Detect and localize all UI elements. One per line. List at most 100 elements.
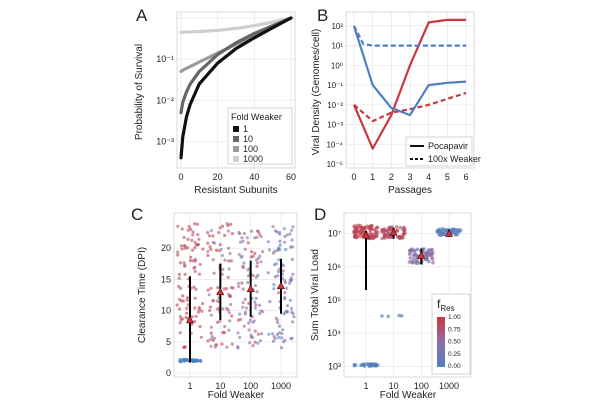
panel-c-point xyxy=(183,263,187,267)
panel-c-point xyxy=(277,324,282,328)
panel-c-point xyxy=(277,258,281,262)
panel-d-point xyxy=(422,251,427,255)
panel-c-point xyxy=(272,335,276,339)
panel-c-point xyxy=(222,331,227,335)
panel-b-x-label: Passages xyxy=(388,185,432,196)
panel-d-point xyxy=(372,227,377,232)
panel-b-series-line-3 xyxy=(353,25,466,47)
panel-c-point xyxy=(194,358,199,362)
panel-c-point xyxy=(186,228,190,232)
panel-a-x-tick-label: 20 xyxy=(213,172,223,182)
panel-c-point xyxy=(186,237,190,241)
panel-c-point xyxy=(248,318,252,322)
panel-c-point xyxy=(276,274,280,278)
panel-c-point xyxy=(198,324,202,329)
panel-d-point xyxy=(408,256,413,260)
colorbar-tick-label: 0.25 xyxy=(448,351,461,358)
panel-c-point xyxy=(209,247,213,252)
panel-c-point xyxy=(191,230,195,234)
panel-d-point xyxy=(407,252,412,256)
panel-c-point xyxy=(288,232,292,236)
panel-c-y-ticks: 0 5 10 15 20 xyxy=(161,243,171,378)
panel-d-point xyxy=(373,231,378,235)
panel-d-point xyxy=(359,230,363,235)
panel-d-point xyxy=(359,363,363,368)
panel-c-point xyxy=(283,234,287,239)
panel-c-point xyxy=(206,288,210,292)
panel-c-point xyxy=(208,245,212,249)
panel-b-y-tick-label: 10⁰ xyxy=(331,61,343,70)
panel-c-point xyxy=(253,306,257,310)
panel-c-point xyxy=(266,271,270,275)
panel-a-legend-label: 100 xyxy=(243,144,258,154)
panel-c-point xyxy=(275,318,279,322)
panel-a-legend-title: Fold Weaker xyxy=(231,112,282,122)
panel-c-point xyxy=(238,232,242,236)
legend-pocapavir: Pocapavir xyxy=(428,141,468,151)
panel-d-point xyxy=(397,235,401,239)
panel-c-point xyxy=(223,324,227,329)
panel-c-point xyxy=(206,249,210,254)
panel-d-point xyxy=(395,225,399,229)
panel-d-points xyxy=(352,223,463,369)
panel-c-point xyxy=(209,331,213,335)
panel-b-series xyxy=(352,18,467,150)
panel-d-point xyxy=(358,234,363,238)
panel-c-x-label: Fold Weaker xyxy=(208,390,265,400)
panel-d-point xyxy=(425,254,429,258)
panel-c-point xyxy=(249,333,253,337)
panel-c-point xyxy=(241,287,245,291)
panel-b-x-tick-label: 1 xyxy=(370,172,375,182)
panel-c-point xyxy=(279,346,284,350)
panel-c-point xyxy=(210,335,214,339)
panel-c-point xyxy=(242,266,246,270)
panel-d-point xyxy=(362,363,366,367)
panel-d-mean-marker xyxy=(417,251,426,259)
panel-c-point xyxy=(240,236,244,240)
panel-c-point xyxy=(179,359,183,364)
panel-c-point xyxy=(209,337,213,341)
panel-a-y-ticks: 10⁻³ 10⁻² 10⁻¹ xyxy=(156,54,174,146)
panel-a-series-line-1 xyxy=(179,16,293,160)
panel-c-point xyxy=(240,281,244,285)
panel-c-point xyxy=(242,324,246,328)
panel-c-point xyxy=(288,298,292,302)
panel-c-point xyxy=(211,240,215,244)
panel-c-point xyxy=(193,296,197,300)
panel-a-y-tick-label: 10⁻³ xyxy=(156,136,174,146)
panel-c: C 1 10 100 1000 0 5 10 15 20 Fold Weaker Cleara… xyxy=(131,205,298,400)
panel-c-point xyxy=(259,309,263,313)
panel-d-point xyxy=(361,228,366,232)
panel-c-point xyxy=(179,244,184,248)
panel-c-point xyxy=(227,328,231,332)
panel-c-point xyxy=(196,242,200,247)
panel-c-point xyxy=(185,296,189,300)
panel-c-point xyxy=(242,232,246,236)
panel-c-point xyxy=(193,222,197,226)
panel-c-point xyxy=(239,317,243,321)
panel-c-point xyxy=(292,315,296,319)
panel-c-point xyxy=(241,305,245,309)
panel-c-point xyxy=(214,248,219,252)
panel-a: A 0 20 40 60 10⁻³ 10⁻² 10⁻¹ Resistant Subunit… xyxy=(134,6,296,196)
panel-c-point xyxy=(253,300,257,304)
panel-c-point xyxy=(243,310,248,314)
panel-d-y-label: Sum Total Viral Load xyxy=(310,249,321,341)
panel-c-point xyxy=(236,331,240,335)
panel-d-point xyxy=(353,235,357,239)
panel-c-point xyxy=(245,306,249,310)
panel-d-point xyxy=(386,235,391,239)
panel-c-point xyxy=(220,224,225,228)
panel-c-point xyxy=(180,227,184,231)
colorbar xyxy=(437,317,445,367)
panel-a-y-label: Probability of Survival xyxy=(134,44,145,140)
panel-c-point xyxy=(290,238,294,242)
panel-c-point xyxy=(201,247,205,251)
panel-c-point xyxy=(258,312,262,316)
panel-d-point xyxy=(369,223,374,228)
panel-a-series-line-1000 xyxy=(179,16,293,34)
panel-d-point xyxy=(355,234,360,238)
panel-c-point xyxy=(209,286,213,290)
panel-b-y-tick-label: 10¹ xyxy=(331,42,343,51)
